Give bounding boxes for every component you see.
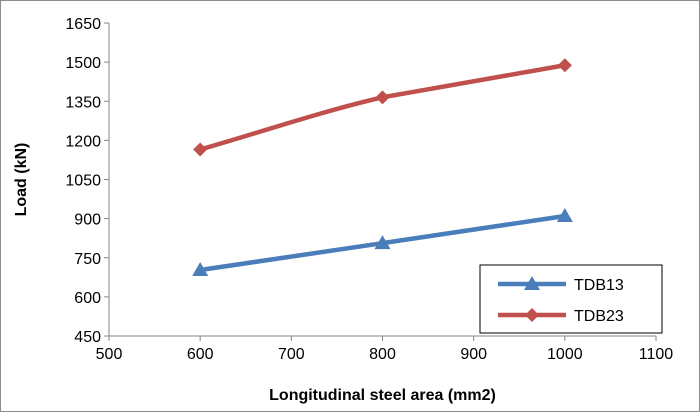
y-tick-label: 750 xyxy=(74,251,101,268)
x-tick-label: 700 xyxy=(278,346,305,363)
data-point-marker xyxy=(193,142,208,157)
y-tick-label: 900 xyxy=(74,212,101,229)
series-layer xyxy=(192,58,573,277)
data-point-marker xyxy=(374,235,391,250)
y-axis-title: Load (kN) xyxy=(13,143,30,217)
data-point-marker xyxy=(375,90,390,105)
legend-swatch-marker xyxy=(524,276,540,290)
data-point-marker xyxy=(556,208,573,223)
legend-label: TDB23 xyxy=(574,308,624,325)
legend-box xyxy=(479,264,663,334)
legend: TDB13 TDB23 xyxy=(479,264,663,334)
y-tick-label: 1650 xyxy=(65,16,101,33)
x-tick-label: 600 xyxy=(187,346,214,363)
data-point-marker xyxy=(557,58,572,73)
data-point-marker xyxy=(192,262,209,277)
axes: 450 600 750 900 1050 1200 1350 1500 1650 500 600 70… xyxy=(65,16,673,363)
x-tick-label: 1000 xyxy=(547,346,583,363)
y-tick-label: 1200 xyxy=(65,133,101,150)
legend-label: TDB13 xyxy=(574,277,624,294)
legend-swatch-marker xyxy=(525,308,539,322)
x-tick-label: 1100 xyxy=(639,346,674,363)
series-tdb23 xyxy=(193,58,572,157)
y-tick-label: 1500 xyxy=(65,55,101,72)
y-tick-label: 1050 xyxy=(65,173,101,190)
x-tick-label: 500 xyxy=(96,346,123,363)
x-tick-label: 900 xyxy=(460,346,487,363)
series-tdb13 xyxy=(192,208,573,277)
y-tick-label: 1350 xyxy=(65,94,101,111)
x-axis-title: Longitudinal steel area (mm2) xyxy=(269,387,496,404)
series-line xyxy=(197,63,568,152)
y-tick-label: 450 xyxy=(74,329,101,346)
y-tick-label: 600 xyxy=(74,290,101,307)
x-tick-label: 800 xyxy=(369,346,396,363)
